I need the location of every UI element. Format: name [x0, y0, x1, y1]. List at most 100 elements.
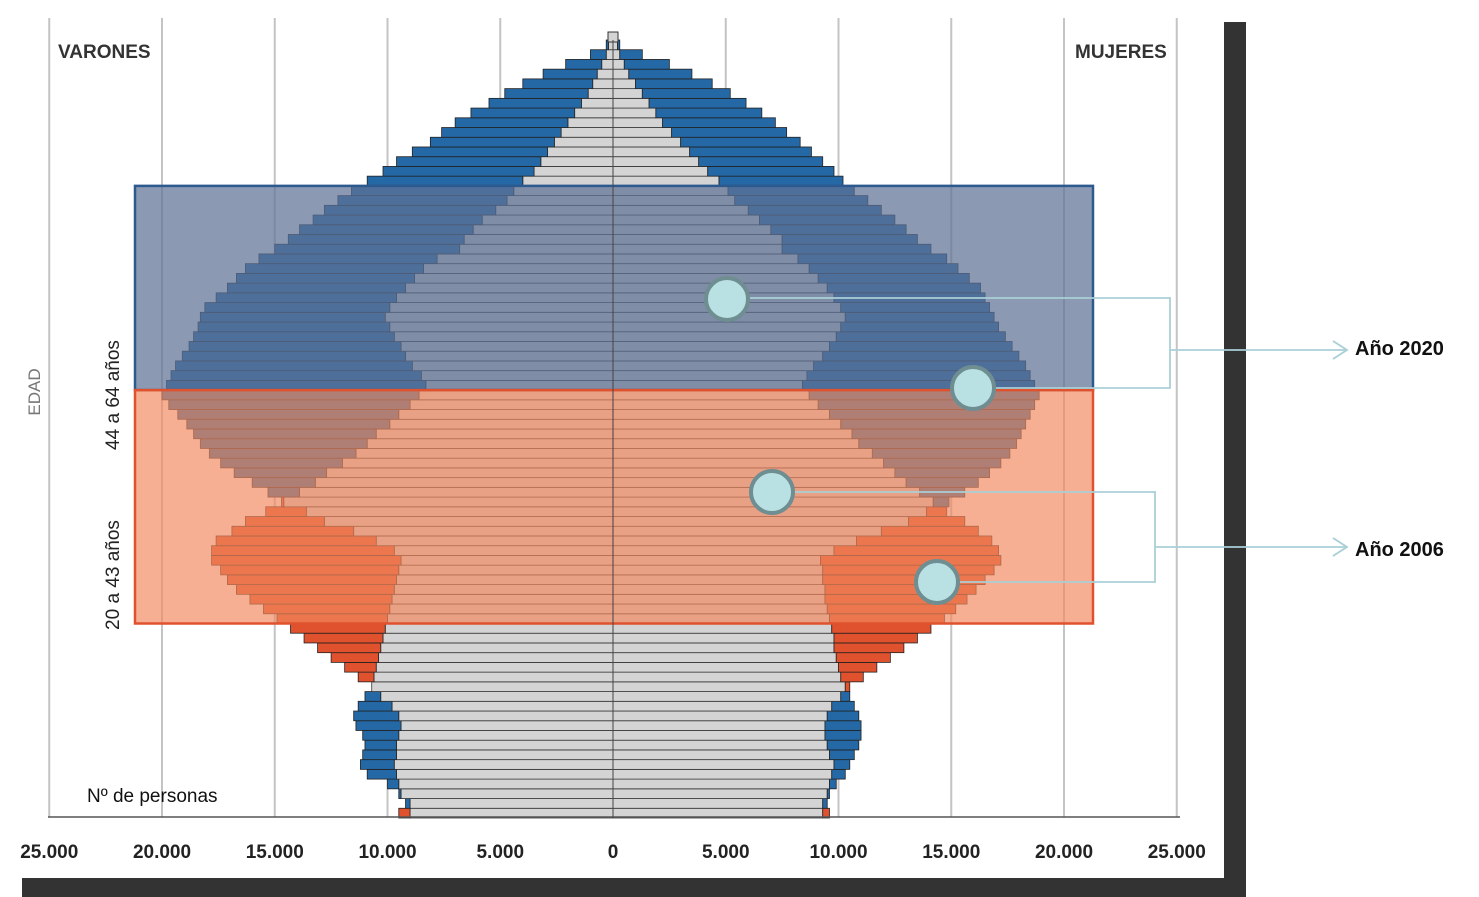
bar-female-base: [612, 97, 650, 109]
x-tick-label: 20.000: [133, 842, 191, 863]
bar-female-base: [612, 749, 830, 761]
callout-bracket-2006: [792, 491, 1156, 583]
x-tick-label: 25.000: [1148, 842, 1206, 863]
bar-female-2020-excess: [619, 49, 643, 60]
x-axis-title: Nº de personas: [87, 786, 218, 807]
bar-female-2020-excess: [662, 117, 776, 128]
bar-male-2020-excess: [470, 107, 576, 119]
bar-female-2006-excess: [831, 623, 932, 634]
bar-male-base: [371, 681, 614, 692]
bar-male-2020-excess: [565, 59, 603, 70]
bar-female-2006-excess: [833, 642, 905, 654]
bar-male-base: [596, 68, 614, 80]
bar-male-2006-excess: [290, 623, 386, 634]
bar-male-base: [553, 136, 614, 148]
bar-female-2020-excess: [617, 39, 621, 51]
bar-female-2020-excess: [829, 749, 855, 761]
bar-male-base: [567, 117, 614, 128]
bar-male-2020-excess: [387, 778, 400, 790]
bar-male-2020-excess: [405, 798, 411, 809]
bar-male-base: [605, 49, 614, 60]
bar-female-base: [612, 78, 636, 90]
bar-female-2020-excess: [671, 127, 788, 138]
bar-female-base: [612, 166, 709, 177]
callout-bracket-2020: [748, 297, 1171, 389]
bar-female-2006-excess: [838, 662, 878, 673]
bar-female-base: [612, 778, 830, 790]
bar-male-base: [380, 691, 614, 702]
bar-female-base: [612, 156, 700, 167]
bar-female-2020-excess: [826, 739, 860, 751]
band-label-lower: 20 a 43 años: [103, 520, 124, 630]
bar-female-2020-excess: [840, 691, 851, 702]
bar-male-base: [396, 749, 614, 761]
x-tick-label: 20.000: [1035, 842, 1093, 863]
bar-female-2020-excess: [831, 700, 855, 712]
bar-male-base: [409, 798, 614, 809]
bar-female-2020-excess: [635, 78, 713, 90]
bar-female-base: [612, 59, 625, 70]
bar-female-base: [612, 175, 720, 187]
bar-female-2020-excess: [824, 720, 862, 731]
bar-female-2020-excess: [641, 88, 731, 99]
bar-male-base: [574, 107, 614, 119]
bar-female-base: [612, 88, 643, 99]
bar-female-2020-excess: [831, 768, 846, 780]
bar-male-2020-excess: [382, 166, 535, 177]
bar-male-2020-excess: [605, 39, 609, 51]
bar-female-base: [612, 127, 673, 138]
band-44-64: [133, 184, 1095, 392]
bar-female-base: [612, 798, 824, 809]
bar-male-base: [398, 710, 614, 722]
bar-female-base: [612, 730, 826, 741]
bar-male-2020-excess: [396, 156, 542, 167]
bar-female-base: [612, 632, 835, 644]
bar-male-2020-excess: [488, 97, 582, 109]
bar-female-base: [612, 49, 621, 60]
bar-male-2020-excess: [398, 788, 402, 799]
bar-male-base: [581, 97, 614, 109]
bar-female-base: [612, 700, 833, 712]
bar-female-base: [612, 652, 837, 663]
bar-male-base: [398, 778, 614, 790]
bar-male-base: [384, 623, 614, 634]
bar-male-2020-excess: [504, 88, 589, 99]
bar-male-2006-excess: [344, 662, 377, 673]
bar-female-2020-excess: [689, 146, 812, 158]
bar-male-2020-excess: [353, 710, 400, 722]
bar-female-base: [612, 671, 842, 683]
callout-arrowhead-2006: [1332, 537, 1349, 557]
bar-male-base: [396, 739, 614, 751]
bar-female-2020-excess: [655, 107, 763, 119]
callout-dot: [950, 365, 996, 411]
callout-label-2006: Año 2006: [1355, 539, 1444, 561]
x-tick-label: 10.000: [358, 842, 416, 863]
x-tick-label: 25.000: [20, 842, 78, 863]
bar-male-2020-excess: [362, 730, 400, 741]
bar-female-base: [612, 136, 682, 148]
bar-male-base: [592, 78, 614, 90]
band-label-upper: 44 a 64 años: [103, 340, 124, 450]
bar-male-base: [398, 730, 614, 741]
bar-female-2006-excess: [844, 681, 851, 692]
bar-male-2020-excess: [364, 691, 382, 702]
bar-female-base: [612, 68, 630, 80]
x-tick-label: 15.000: [246, 842, 304, 863]
bar-male-2020-excess: [522, 78, 594, 90]
bar-female-2020-excess: [698, 156, 824, 167]
bar-male-base: [560, 127, 614, 138]
bar-female-base: [612, 768, 833, 780]
bar-male-base: [380, 642, 614, 654]
x-tick-label: 15.000: [922, 842, 980, 863]
bar-female-2020-excess: [648, 97, 747, 109]
bar-female-2020-excess: [623, 59, 670, 70]
bar-male-2020-excess: [441, 127, 562, 138]
callouts: [704, 276, 1349, 605]
bar-male-base: [400, 720, 614, 731]
bar-male-base: [382, 632, 614, 644]
x-tick-label: 5.000: [702, 842, 750, 863]
bar-female-base: [612, 710, 828, 722]
bar-female-base: [612, 691, 842, 702]
bar-male-base: [373, 671, 614, 683]
